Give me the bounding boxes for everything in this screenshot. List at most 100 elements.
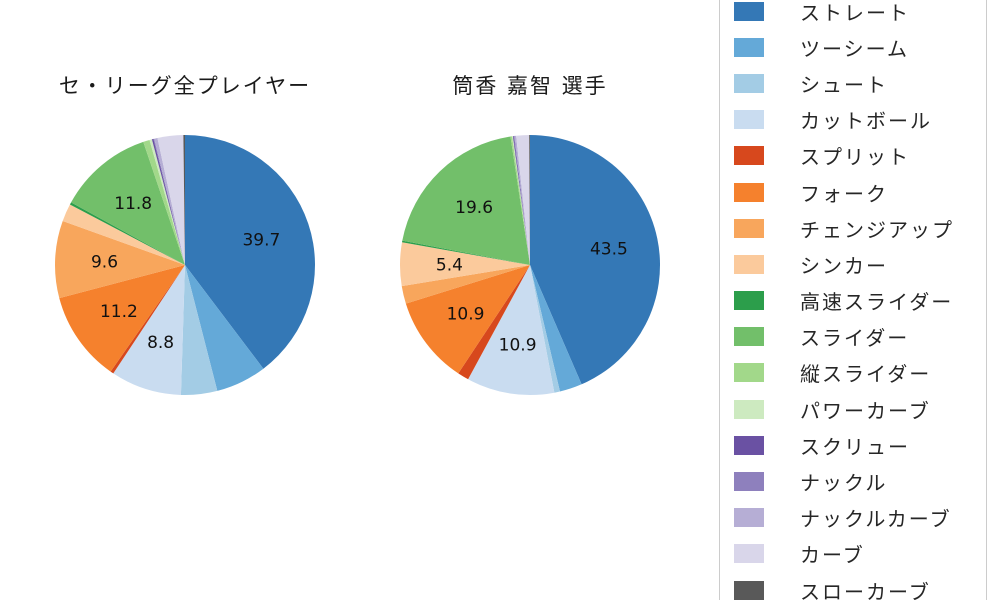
legend-item: フォーク <box>734 174 986 210</box>
legend-item: ストレート <box>734 0 986 29</box>
pie-value-label: 43.5 <box>590 240 628 260</box>
pie-slice-スクリュー <box>151 138 185 265</box>
legend-label: フォーク <box>800 181 888 206</box>
pie-slice-ナックル <box>513 135 530 265</box>
legend-swatch <box>734 327 764 347</box>
pie-slice-フォーク <box>405 265 530 374</box>
legend-label: スローカーブ <box>800 579 931 600</box>
legend-swatch <box>734 544 764 564</box>
pie-value-label: 9.6 <box>91 253 118 273</box>
pie-slice-カットボール <box>113 265 185 395</box>
pie-value-label: 11.8 <box>114 194 152 214</box>
legend-item: ツーシーム <box>734 29 986 65</box>
legend-label: スプリット <box>800 145 910 170</box>
pie-value-label: 39.7 <box>242 230 280 250</box>
pie-slice-高速スライダー <box>402 240 530 265</box>
legend-label: 高速スライダー <box>800 290 954 315</box>
right-pie-title: 筒香 嘉智 選手 <box>452 74 608 98</box>
legend-items: ストレートツーシームシュートカットボール スプリットフォークチェンジアップ シンカー… <box>734 0 986 600</box>
pie-slice-スライダー <box>402 136 530 265</box>
pie-slice-ナックルカーブ <box>154 137 185 265</box>
legend: ストレートツーシームシュートカットボール スプリットフォークチェンジアップ シンカー… <box>719 0 987 600</box>
legend-label: ナックルカーブ <box>800 507 952 532</box>
pie-slice-フォーク <box>59 265 185 372</box>
pie-value-label: 5.4 <box>436 256 463 276</box>
legend-label: ツーシーム <box>800 36 909 61</box>
legend-item: ナックルカーブ <box>734 500 986 536</box>
pie-slice-縦スライダー <box>510 136 530 265</box>
legend-swatch <box>734 73 764 93</box>
pie-slice-チェンジアップ <box>401 265 530 304</box>
pie-slice-シュート <box>530 265 560 393</box>
pie-slice-ストレート <box>185 135 315 369</box>
legend-label: シンカー <box>800 253 888 278</box>
legend-item: スライダー <box>734 319 986 355</box>
pie-slice-カーブ <box>516 135 530 265</box>
pie-slice-高速スライダー <box>69 202 185 265</box>
legend-label: スライダー <box>800 326 910 351</box>
pie-value-label: 10.9 <box>499 336 537 356</box>
legend-swatch <box>734 435 764 455</box>
pie-slice-ナックル <box>153 138 185 265</box>
legend-swatch <box>734 508 764 528</box>
legend-item: パワーカーブ <box>734 391 986 427</box>
legend-swatch <box>734 182 764 202</box>
pie-slice-パワーカーブ <box>149 139 185 265</box>
left-pie-title: セ・リーグ全プレイヤー <box>58 74 312 98</box>
pie-slice-チェンジアップ <box>55 220 186 299</box>
pie-slice-ツーシーム <box>185 265 264 391</box>
legend-item: カットボール <box>734 102 986 138</box>
legend-swatch <box>734 472 764 492</box>
legend-item: 縦スライダー <box>734 355 986 391</box>
legend-label: チェンジアップ <box>800 217 954 242</box>
legend-swatch <box>734 146 764 166</box>
legend-item: チェンジアップ <box>734 210 986 246</box>
legend-swatch <box>734 110 764 130</box>
pie-slice-ストレート <box>530 135 661 385</box>
pie-slice-カットボール <box>468 265 555 396</box>
legend-swatch <box>734 291 764 311</box>
pie-slice-スクリュー <box>512 136 530 265</box>
pie-value-label: 19.6 <box>455 198 493 218</box>
legend-item: シンカー <box>734 246 986 282</box>
legend-item: スクリュー <box>734 427 986 463</box>
legend-swatch <box>734 254 764 274</box>
pie-slice-ナックルカーブ <box>514 135 530 265</box>
legend-swatch <box>734 580 764 600</box>
legend-label: カットボール <box>800 109 932 134</box>
legend-swatch <box>734 399 764 419</box>
pie-slice-縦スライダー <box>143 139 185 265</box>
legend-label: シュート <box>800 72 888 97</box>
pie-slice-シンカー <box>400 242 530 287</box>
legend-item: ナックル <box>734 463 986 499</box>
pie-slice-スプリット <box>110 265 185 374</box>
legend-swatch <box>734 1 764 21</box>
legend-label: ストレート <box>800 0 910 25</box>
legend-label: 縦スライダー <box>800 362 932 387</box>
pie-slice-スプリット <box>458 265 530 380</box>
legend-swatch <box>734 363 764 383</box>
pie-slice-カーブ <box>157 135 185 265</box>
legend-label: カーブ <box>800 543 865 568</box>
legend-label: ナックル <box>800 471 888 496</box>
pie-slice-スライダー <box>71 141 185 265</box>
legend-item: シュート <box>734 65 986 101</box>
pie-slice-スローカーブ <box>183 135 185 265</box>
pie-slice-スローカーブ <box>529 134 530 265</box>
legend-label: パワーカーブ <box>800 398 931 423</box>
legend-item: スローカーブ <box>734 572 986 600</box>
pie-slice-ツーシーム <box>530 265 582 392</box>
legend-item: 高速スライダー <box>734 283 986 319</box>
legend-item: スプリット <box>734 138 986 174</box>
legend-swatch <box>734 37 764 57</box>
pie-slice-パワーカーブ <box>512 136 530 265</box>
pie-value-label: 10.9 <box>447 304 485 324</box>
legend-label: スクリュー <box>800 434 910 459</box>
legend-swatch <box>734 218 764 238</box>
pie-slice-シンカー <box>62 204 185 265</box>
legend-item: カーブ <box>734 536 986 572</box>
pie-value-label: 11.2 <box>100 302 138 322</box>
pie-value-label: 8.8 <box>147 333 174 353</box>
